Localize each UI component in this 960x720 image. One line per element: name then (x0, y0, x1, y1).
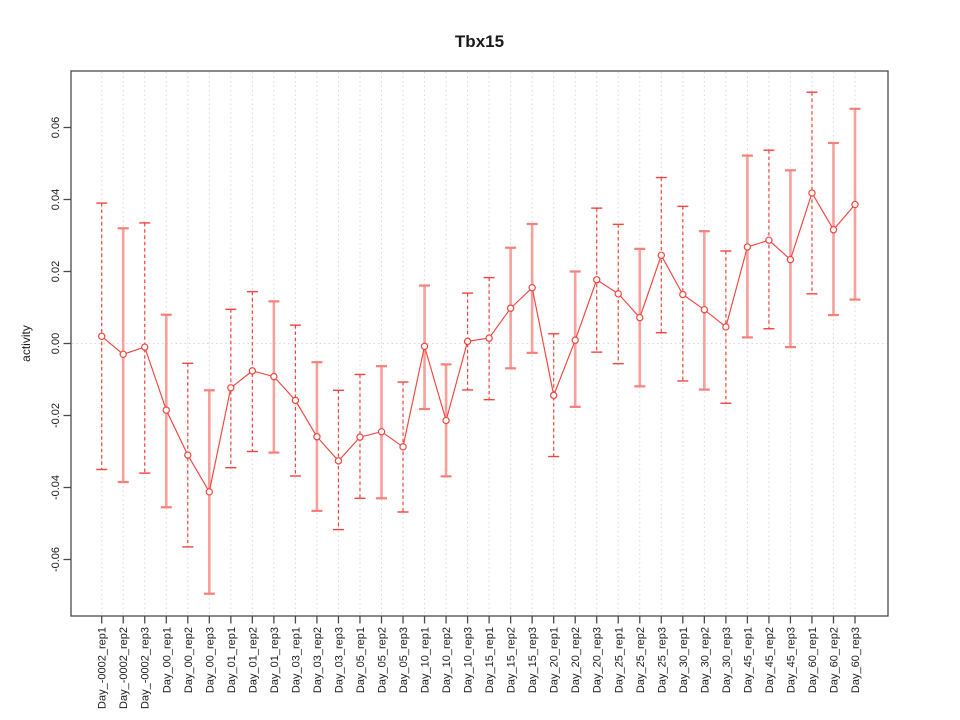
x-tick-label: Day_-0002_rep1 (97, 627, 109, 709)
x-tick-label: Day_20_rep2 (570, 627, 582, 693)
gridlines (72, 72, 887, 615)
x-tick-label: Day_30_rep3 (721, 627, 733, 693)
x-tick-label: Day_45_rep1 (742, 627, 754, 693)
x-tick-label: Day_05_rep2 (377, 627, 389, 693)
data-point (119, 350, 127, 358)
x-tick-label: Day_00_rep1 (161, 627, 173, 693)
data-point (162, 406, 170, 414)
y-tick-label: 0.02 (50, 261, 62, 282)
x-tick-label: Day_60_rep2 (829, 627, 841, 693)
data-point (636, 313, 644, 322)
data-point (593, 276, 601, 284)
x-tick-label: Day_01_rep1 (226, 627, 238, 693)
x-tick-label: Day_60_rep1 (807, 627, 819, 693)
axis-tick-labels: -0.06 -0.04 -0.02 0.00 0.02 0.04 0.06 Day_-0002… (50, 117, 862, 709)
data-point (334, 457, 343, 465)
y-tick-label: -0.04 (50, 475, 62, 500)
data-point (743, 243, 752, 251)
x-tick-label: Day_05_rep3 (398, 627, 410, 693)
y-tick-label: -0.02 (50, 403, 62, 428)
x-tick-label: Day_20_rep3 (592, 627, 604, 693)
data-point (270, 372, 278, 381)
x-tick-label: Day_25_rep1 (613, 627, 625, 693)
data-point (679, 290, 687, 299)
data-point (829, 226, 838, 234)
data-point (700, 305, 709, 314)
data-point (313, 433, 321, 441)
x-tick-label: Day_-0002_rep3 (140, 627, 152, 709)
data-point (571, 336, 579, 344)
data-point (614, 290, 622, 298)
x-tick-label: Day_01_rep2 (247, 627, 259, 693)
x-tick-label: Day_10_rep2 (441, 627, 453, 693)
x-tick-label: Day_45_rep2 (764, 627, 776, 693)
x-tick-label: Day_01_rep3 (269, 627, 281, 693)
y-tick-label: 0.00 (50, 333, 62, 354)
data-point (463, 337, 472, 346)
data-point (786, 255, 795, 264)
data-point (657, 251, 665, 259)
data-point (485, 334, 493, 342)
y-tick-label: 0.06 (50, 117, 62, 138)
x-tick-label: Day_00_rep3 (204, 627, 216, 693)
data-point (399, 443, 407, 451)
data-point (506, 304, 515, 312)
x-tick-label: Day_15_rep2 (506, 627, 518, 693)
data-point (291, 396, 300, 405)
y-tick-label: 0.04 (50, 189, 62, 210)
x-tick-label: Day_-0002_rep2 (118, 627, 130, 709)
data-point (356, 433, 364, 441)
axis-ticks (63, 126, 856, 624)
data-point (420, 342, 429, 351)
data-points (97, 189, 859, 496)
data-point (205, 488, 214, 496)
x-tick-label: Day_03_rep2 (312, 627, 324, 693)
y-tick-label: -0.06 (50, 547, 62, 572)
x-tick-label: Day_25_rep2 (635, 627, 647, 693)
series-line (101, 191, 856, 494)
chart-title: Tbx15 (455, 32, 504, 51)
y-axis-label: activity (19, 325, 33, 362)
data-point (442, 416, 450, 425)
data-point (227, 384, 235, 392)
x-tick-label: Day_03_rep1 (290, 627, 302, 693)
x-tick-label: Day_45_rep3 (785, 627, 797, 693)
data-point (722, 323, 730, 331)
x-tick-label: Day_20_rep1 (549, 627, 561, 693)
data-point (851, 200, 859, 209)
data-point (765, 236, 773, 244)
x-tick-label: Day_30_rep1 (678, 627, 690, 693)
data-point (808, 189, 816, 197)
x-tick-label: Day_25_rep3 (656, 627, 668, 693)
error-bars (96, 91, 861, 595)
x-tick-label: Day_05_rep1 (355, 627, 367, 693)
x-tick-label: Day_03_rep3 (334, 627, 346, 693)
data-point (549, 391, 558, 400)
x-tick-label: Day_15_rep1 (484, 627, 496, 693)
data-point (528, 284, 536, 292)
x-tick-label: Day_15_rep3 (527, 627, 539, 693)
x-tick-label: Day_60_rep3 (850, 627, 862, 693)
data-point (141, 343, 149, 351)
x-tick-label: Day_10_rep3 (463, 627, 475, 693)
data-point (377, 428, 386, 436)
x-tick-label: Day_00_rep2 (183, 627, 195, 693)
data-point (248, 367, 257, 375)
x-tick-label: Day_10_rep1 (420, 627, 432, 693)
data-point (97, 332, 106, 340)
x-tick-label: Day_30_rep2 (699, 627, 711, 693)
data-point (184, 451, 192, 459)
